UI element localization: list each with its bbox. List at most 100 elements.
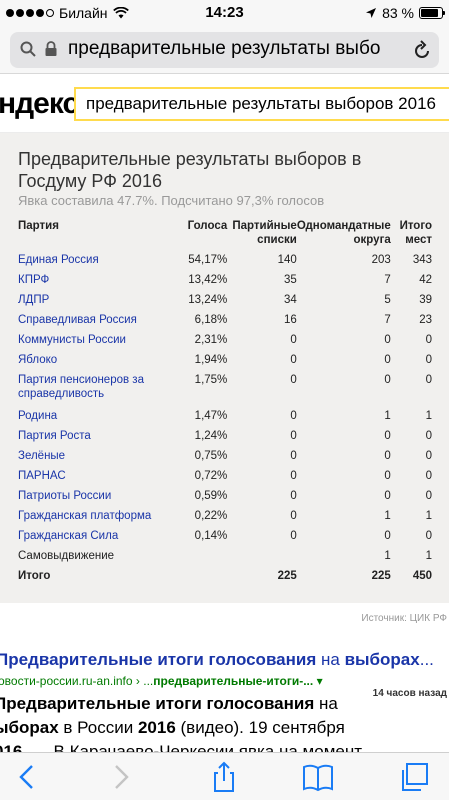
total-seats-cell: 0 xyxy=(425,374,432,386)
party-name[interactable]: Единая Россия xyxy=(18,254,99,266)
party-name[interactable]: ЛДПР xyxy=(18,294,50,306)
result-time: 14 часов назад xyxy=(372,688,447,699)
battery-fill xyxy=(421,9,438,17)
yandex-logo[interactable]: ндекс xyxy=(0,87,79,120)
table-row: ЛДПР 13,24% 34 5 39 xyxy=(18,291,432,311)
party-name[interactable]: Гражданская Сила xyxy=(18,530,119,542)
results-table: Партия Голоса Партийные списки Одноманда… xyxy=(18,219,432,587)
districts-cell: 0 xyxy=(384,470,391,482)
lock-icon xyxy=(45,41,57,56)
districts-cell: 1 xyxy=(384,550,391,562)
votes-cell: 1,75% xyxy=(194,374,228,386)
status-left: Билайн xyxy=(6,5,129,21)
party-lists-cell: 34 xyxy=(284,294,297,306)
table-row: Партия Роста 1,24% 0 0 0 xyxy=(18,427,432,447)
yandex-header: ндекс предварительные результаты выборов… xyxy=(0,75,449,133)
card-title: Предварительные результаты выборов в Гос… xyxy=(18,149,362,191)
search-input[interactable]: предварительные результаты выборов 2016 xyxy=(74,87,449,121)
url-field[interactable]: предварительные результаты выбо xyxy=(10,32,439,68)
forward-icon[interactable] xyxy=(104,761,136,793)
tabs-icon[interactable] xyxy=(398,761,430,793)
result-url[interactable]: овости-россии.ru-an.info › ...предварите… xyxy=(0,674,323,688)
party-name[interactable]: ПАРНАС xyxy=(18,470,66,482)
votes-cell: 1,47% xyxy=(194,410,228,422)
share-icon[interactable] xyxy=(208,761,240,793)
total-seats-cell: 0 xyxy=(425,430,432,442)
party-name: Самовыдвижение xyxy=(18,550,115,562)
districts-cell: 0 xyxy=(384,450,391,462)
party-name[interactable]: Гражданская платформа xyxy=(18,510,152,522)
header-party-lists: Партийные списки xyxy=(232,220,297,246)
battery-icon xyxy=(419,7,445,19)
header-single-mandate: Одномандатные округа xyxy=(296,220,391,246)
party-lists-cell: 0 xyxy=(290,374,297,386)
party-name[interactable]: Справедливая Россия xyxy=(18,314,137,326)
battery-percent: 83 % xyxy=(382,5,414,21)
votes-cell: 0,22% xyxy=(194,510,228,522)
party-lists-cell: 0 xyxy=(290,430,297,442)
reload-icon[interactable] xyxy=(413,40,431,60)
status-right: 83 % xyxy=(365,5,445,21)
party-name[interactable]: Патриоты России xyxy=(18,490,112,502)
votes-cell: 1,94% xyxy=(194,354,228,366)
table-row: Единая Россия 54,17% 140 203 343 xyxy=(18,251,432,271)
result-title-link[interactable]: Предварительные итоги голосования на выб… xyxy=(0,650,434,669)
votes-cell: 2,31% xyxy=(194,334,228,346)
table-row: Справедливая Россия 6,18% 16 7 23 xyxy=(18,311,432,331)
districts-cell: 7 xyxy=(384,274,391,286)
total-districts: 225 xyxy=(371,570,391,582)
total-seats-cell: 1 xyxy=(425,410,432,422)
table-header-row: Партия Голоса Партийные списки Одноманда… xyxy=(18,219,432,251)
signal-strength-icon xyxy=(6,9,54,17)
districts-cell: 0 xyxy=(384,334,391,346)
clock: 14:23 xyxy=(205,4,244,21)
location-arrow-icon xyxy=(366,8,377,18)
total-seats-cell: 0 xyxy=(425,470,432,482)
party-name[interactable]: Зелёные xyxy=(18,450,66,462)
url-dropdown-icon[interactable]: ▾ xyxy=(316,674,323,688)
total-seats: 450 xyxy=(412,570,432,582)
table-row: Гражданская платформа 0,22% 0 1 1 xyxy=(18,507,432,527)
header-total-seats: Итого мест xyxy=(399,220,432,246)
party-name[interactable]: КПРФ xyxy=(18,274,50,286)
table-row: Партия пенсионеров за справедливость 1,75… xyxy=(18,371,432,407)
total-seats-cell: 0 xyxy=(425,490,432,502)
total-seats-cell: 0 xyxy=(425,530,432,542)
party-lists-cell: 0 xyxy=(290,410,297,422)
card-subtitle: Явка составила 47.7%. Подсчитано 97,3% г… xyxy=(18,193,325,208)
votes-cell: 13,42% xyxy=(188,274,228,286)
back-icon[interactable] xyxy=(12,761,44,793)
votes-cell: 13,24% xyxy=(188,294,228,306)
total-seats-cell: 343 xyxy=(412,254,432,266)
result-snippet: Предварительные итоги голосования на ыбо… xyxy=(0,694,362,761)
party-name[interactable]: Партия Роста xyxy=(18,430,91,442)
total-label: Итого xyxy=(18,570,51,582)
districts-cell: 5 xyxy=(384,294,391,306)
carrier-name: Билайн xyxy=(59,5,108,21)
party-lists-cell xyxy=(227,547,297,567)
party-lists-cell: 0 xyxy=(290,490,297,502)
total-lists: 225 xyxy=(277,570,297,582)
source-note: Источник: ЦИК РФ xyxy=(361,613,447,624)
header-votes: Голоса xyxy=(187,220,228,232)
bookmarks-icon[interactable] xyxy=(302,761,334,793)
party-name[interactable]: Партия пенсионеров за справедливость xyxy=(18,374,144,400)
total-seats-cell: 42 xyxy=(419,274,432,286)
districts-cell: 0 xyxy=(384,374,391,386)
districts-cell: 0 xyxy=(384,354,391,366)
votes-cell: 0,75% xyxy=(194,450,228,462)
districts-cell: 203 xyxy=(371,254,391,266)
party-name[interactable]: Коммунисты России xyxy=(18,334,126,346)
districts-cell: 1 xyxy=(384,510,391,522)
party-lists-cell: 0 xyxy=(290,470,297,482)
total-seats-cell: 39 xyxy=(419,294,432,306)
total-seats-cell: 0 xyxy=(425,354,432,366)
total-seats-cell: 0 xyxy=(425,334,432,346)
party-lists-cell: 0 xyxy=(290,354,297,366)
table-row: Гражданская Сила 0,14% 0 0 0 xyxy=(18,527,432,547)
party-name[interactable]: Родина xyxy=(18,410,58,422)
table-row: Самовыдвижение 1 1 xyxy=(18,547,432,567)
table-row: Патриоты России 0,59% 0 0 0 xyxy=(18,487,432,507)
party-name[interactable]: Яблоко xyxy=(18,354,58,366)
browser-address-bar: предварительные результаты выбо xyxy=(0,26,449,74)
